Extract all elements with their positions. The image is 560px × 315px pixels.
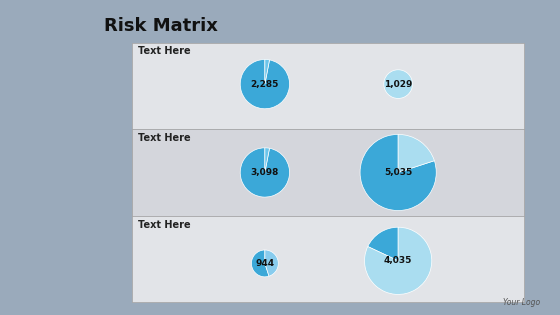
Text: 2,285: 2,285: [251, 80, 279, 89]
Wedge shape: [398, 135, 435, 173]
Wedge shape: [240, 60, 290, 109]
Text: 1,029: 1,029: [384, 80, 412, 89]
Bar: [132, 43, 524, 302]
Text: Text Here: Text Here: [138, 46, 191, 56]
Wedge shape: [384, 70, 413, 99]
Bar: [132, 43, 524, 129]
Wedge shape: [251, 250, 269, 277]
Text: 944: 944: [255, 259, 274, 268]
Wedge shape: [368, 227, 398, 261]
Text: Risk Matrix: Risk Matrix: [104, 17, 217, 35]
Text: 3,098: 3,098: [251, 168, 279, 177]
Wedge shape: [265, 60, 269, 84]
Wedge shape: [360, 135, 436, 210]
Wedge shape: [365, 227, 432, 295]
Wedge shape: [240, 148, 290, 197]
Text: 5,035: 5,035: [384, 168, 412, 177]
Wedge shape: [265, 148, 269, 173]
Text: 4,035: 4,035: [384, 256, 412, 265]
Text: Text Here: Text Here: [138, 133, 191, 143]
Text: Text Here: Text Here: [138, 220, 191, 230]
Text: Your Logo: Your Logo: [503, 298, 540, 307]
Bar: [132, 216, 524, 302]
Bar: [132, 129, 524, 216]
Wedge shape: [265, 250, 278, 276]
